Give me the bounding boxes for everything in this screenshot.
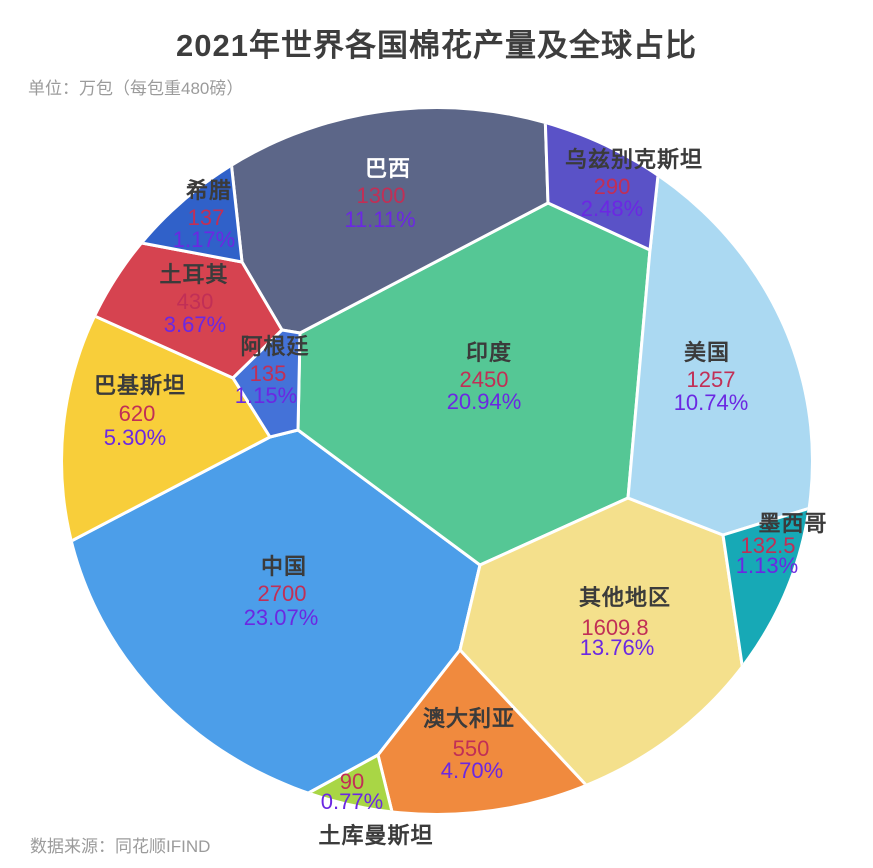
label-uzbekistan-value: 290 [594,174,631,199]
label-brazil-value: 1300 [357,183,406,208]
label-mexico-value: 132.5 [740,533,795,558]
label-china-percent: 23.07% [244,605,319,630]
unit-subtitle: 单位：万包（每包重480磅） [28,79,244,98]
label-argentina-name: 阿根廷 [240,334,309,359]
label-india-name: 印度 [466,340,512,365]
label-others-value: 1609.8 [581,615,648,640]
label-china-value: 2700 [258,581,307,606]
label-turkey-name: 土耳其 [159,262,228,287]
label-usa-percent: 10.74% [674,390,749,415]
label-others-name: 其他地区 [579,585,671,610]
label-turkey-value: 430 [177,289,214,314]
label-greece-percent: 1.17% [173,227,235,252]
cell-argentina [231,328,302,439]
label-india-percent: 20.94% [447,389,522,414]
data-source-note: 数据来源：同花顺IFIND [30,837,211,856]
label-china-name: 中国 [261,554,307,579]
label-argentina-value: 135 [250,361,287,386]
label-uzbekistan-name: 乌兹别克斯坦 [565,147,703,172]
label-argentina-percent: 1.15% [235,383,297,408]
label-turkey-percent: 3.67% [164,312,226,337]
label-usa-value: 1257 [687,367,736,392]
cell-turkmenistan [290,753,398,813]
label-australia-value: 550 [453,736,490,761]
label-pakistan-percent: 5.30% [104,425,166,450]
label-mexico-name: 墨西哥 [758,511,827,536]
chart-labels: 中国 2700 23.07% 印度 2450 20.94% 其他地区 1609.… [94,147,827,848]
label-turkmenistan-name: 土库曼斯坦 [318,823,433,848]
label-pakistan-value: 620 [119,401,156,426]
label-brazil-percent: 11.11% [344,207,415,232]
label-usa-name: 美国 [684,340,730,365]
chart-cells [63,109,811,813]
label-mexico-percent: 1.13% [736,553,798,578]
page-title: 2021年世界各国棉花产量及全球占比 [176,28,697,63]
label-australia-percent: 4.70% [441,758,503,783]
label-turkmenistan-percent: 0.77% [321,789,383,814]
label-uzbekistan-percent: 2.48% [581,196,643,221]
label-greece-value: 137 [188,205,225,230]
label-turkmenistan-value: 90 [340,769,364,794]
label-pakistan-name: 巴基斯坦 [94,373,186,398]
label-australia-name: 澳大利亚 [423,706,515,731]
cell-usa [626,136,811,537]
label-brazil-name: 巴西 [365,156,411,181]
label-india-value: 2450 [460,367,509,392]
label-greece-name: 希腊 [186,178,232,203]
label-others-percent: 13.76% [580,635,655,660]
